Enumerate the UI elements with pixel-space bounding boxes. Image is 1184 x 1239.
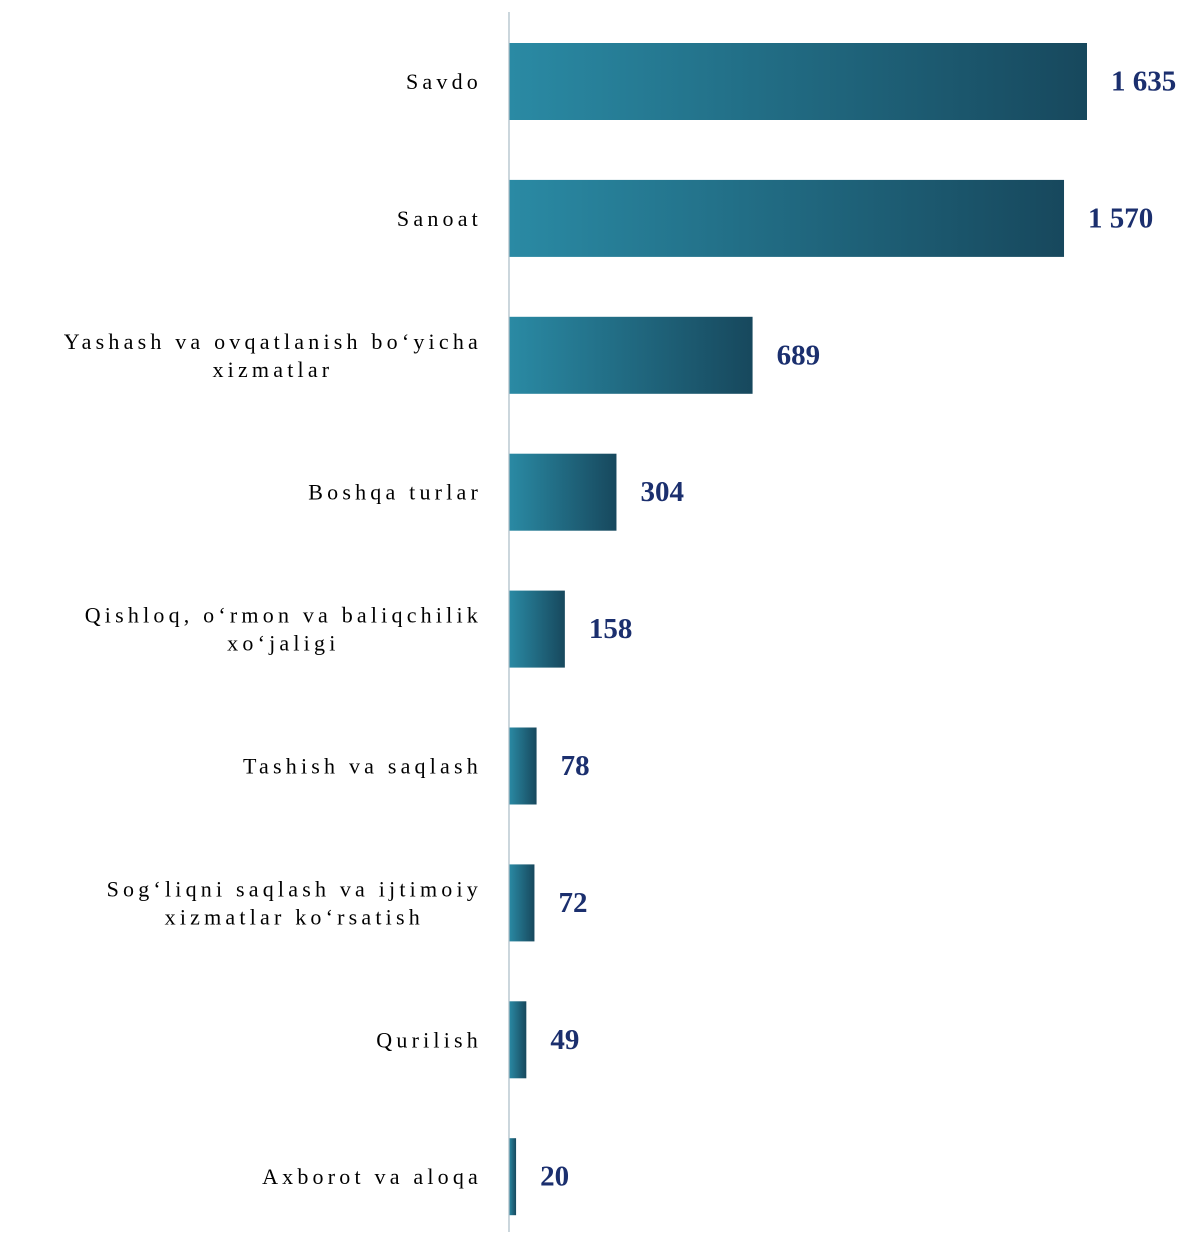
category-label-7: Qurilish [376, 1027, 482, 1052]
value-label-2: 689 [777, 339, 821, 371]
value-label-0: 1 635 [1111, 66, 1176, 98]
bar-7 [509, 1001, 527, 1079]
value-label-3: 304 [640, 476, 684, 508]
value-label-1: 1 570 [1088, 202, 1153, 234]
category-label-5: Tashish va saqlash [243, 754, 482, 779]
value-label-8: 20 [540, 1161, 569, 1193]
bar-1 [509, 179, 1065, 257]
bar-2 [509, 316, 753, 394]
bar-4 [509, 590, 565, 668]
bar-3 [509, 453, 617, 531]
category-label-3: Boshqa turlar [308, 480, 482, 505]
value-label-4: 158 [589, 613, 633, 645]
value-label-6: 72 [558, 887, 587, 919]
category-label-8: Axborot va aloqa [262, 1164, 482, 1189]
category-label-4-line-1: xo‘jaligi [227, 631, 339, 656]
bar-6 [509, 864, 535, 942]
category-label-6-line-1: xizmatlar ko‘rsatish [165, 904, 424, 929]
bar-5 [509, 727, 537, 805]
bar-0 [509, 43, 1087, 120]
labels-layer: 1 635 Savdo 1 570 Sanoat 689 Yashash va ovqat… [64, 66, 1176, 1193]
bar-8 [509, 1138, 517, 1216]
value-label-5: 78 [561, 750, 590, 782]
category-label-1: Sanoat [397, 206, 482, 231]
bars-layer [509, 43, 1087, 1216]
value-label-7: 49 [550, 1024, 579, 1056]
category-label-2-line-1: xizmatlar [212, 357, 333, 382]
category-label-2-line-0: Yashash va ovqatlanish bo‘yicha [64, 329, 482, 354]
category-label-4-line-0: Qishloq, o‘rmon va baliqchilik [85, 603, 482, 628]
category-label-6-line-0: Sog‘liqni saqlash va ijtimoiy [107, 876, 482, 901]
category-label-0: Savdo [406, 69, 482, 94]
